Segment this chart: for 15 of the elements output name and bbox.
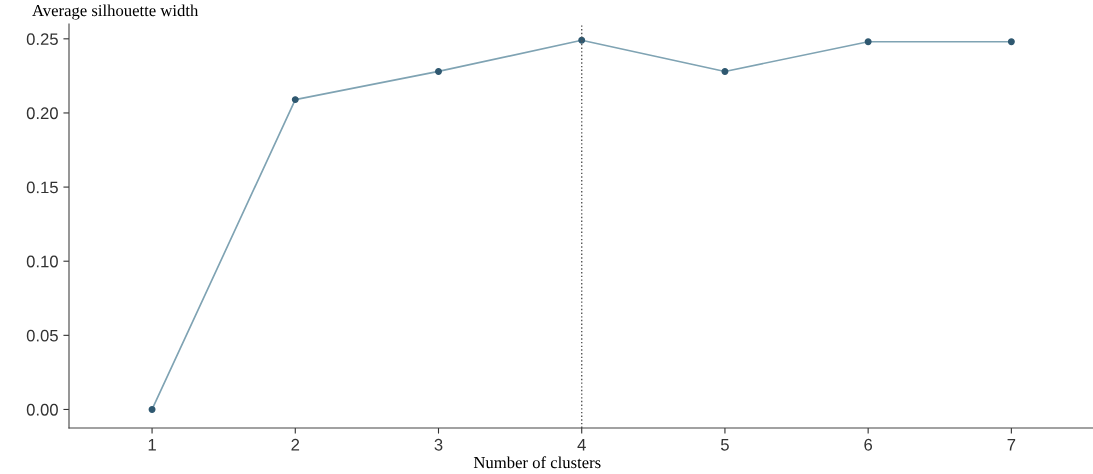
x-tick-label: 7 [1007, 439, 1016, 451]
y-tick-label: 0.00 [26, 403, 58, 416]
y-tick-label: 0.10 [26, 255, 58, 268]
y-tick-label: 0.05 [26, 329, 58, 342]
y-tick-label: 0.15 [26, 181, 58, 194]
x-tick-label: 3 [434, 438, 443, 451]
x-tick-label: 1 [148, 439, 156, 451]
x-tick-label: 5 [720, 439, 729, 451]
y-tick-label: 0.25 [26, 33, 58, 46]
x-tick-label: 6 [864, 438, 873, 451]
y-axis-title: Average silhouette width [32, 4, 199, 20]
x-tick-label: 4 [577, 439, 586, 451]
x-tick-label: 2 [291, 438, 300, 451]
y-tick-label: 0.20 [26, 107, 58, 120]
x-axis-title: Number of clusters [473, 456, 601, 469]
